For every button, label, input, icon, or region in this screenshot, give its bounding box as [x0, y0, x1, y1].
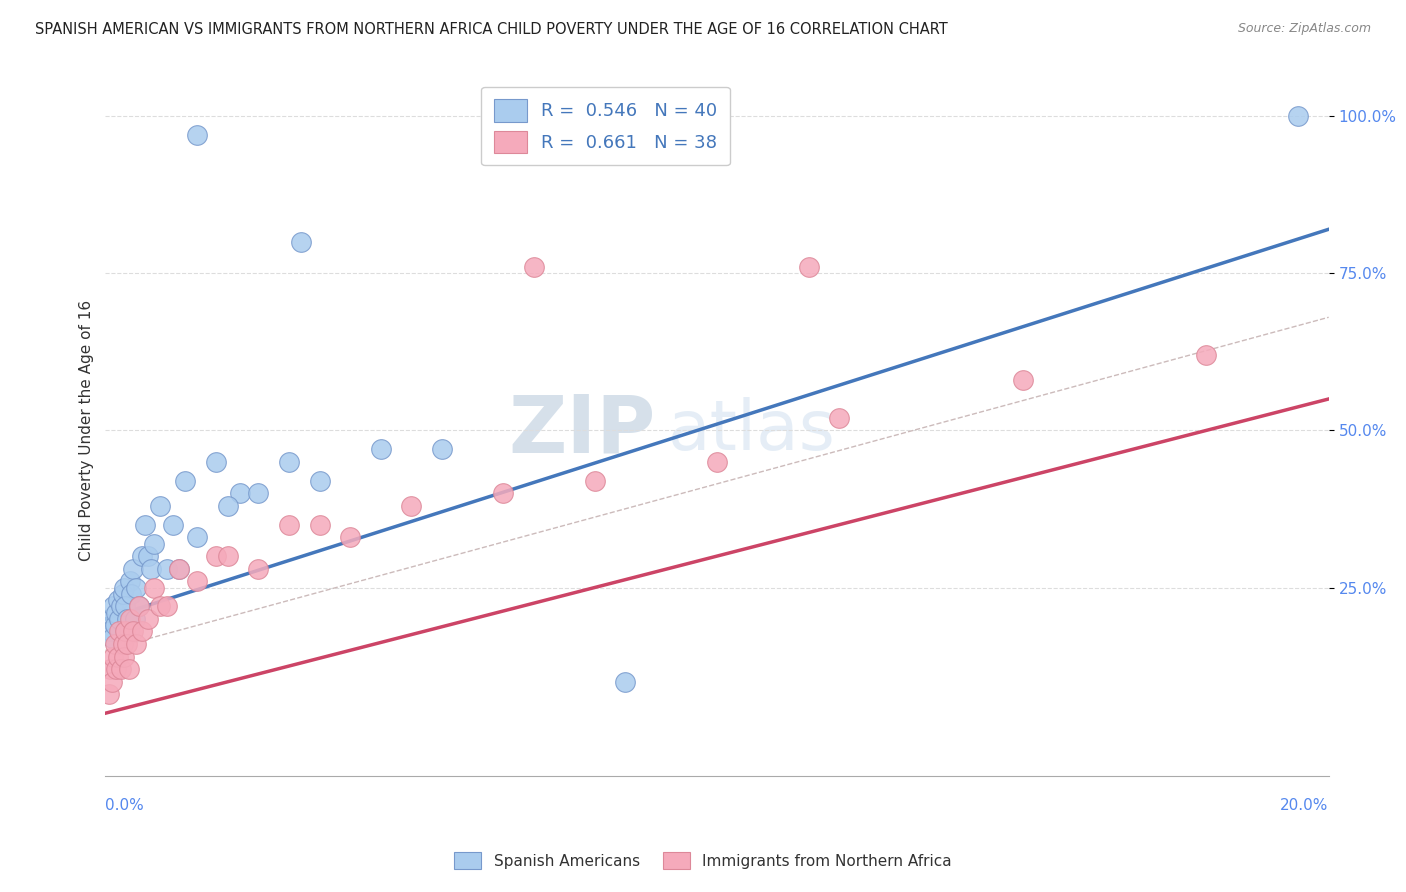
Point: [308, 517, 330, 532]
Point: [134, 517, 156, 532]
Legend: Spanish Americans, Immigrants from Northern Africa: Spanish Americans, Immigrants from North…: [449, 846, 957, 875]
Text: Source: ZipAtlas.com: Source: ZipAtlas.com: [1237, 22, 1371, 36]
Point: [1286, 109, 1309, 123]
Point: [308, 474, 330, 488]
Point: [110, 599, 132, 614]
Point: [278, 455, 301, 469]
Point: [115, 637, 138, 651]
Point: [155, 599, 177, 614]
Point: [104, 618, 127, 632]
Point: [204, 455, 226, 469]
Point: [122, 562, 145, 576]
Point: [149, 499, 172, 513]
Point: [217, 549, 239, 563]
Point: [141, 562, 163, 576]
Point: [136, 612, 159, 626]
Point: [174, 474, 197, 488]
Point: [370, 442, 392, 457]
Point: [155, 562, 177, 576]
Point: [136, 549, 159, 563]
Point: [118, 624, 141, 639]
Point: [125, 637, 148, 651]
Y-axis label: Child Poverty Under the Age of 16: Child Poverty Under the Age of 16: [79, 300, 94, 561]
Point: [97, 687, 120, 701]
Point: [101, 599, 124, 614]
Point: [122, 624, 145, 639]
Point: [131, 624, 153, 639]
Point: [128, 599, 150, 614]
Point: [149, 599, 172, 614]
Point: [162, 517, 184, 532]
Point: [247, 562, 270, 576]
Point: [797, 260, 820, 274]
Point: [186, 128, 208, 142]
Point: [101, 649, 124, 664]
Point: [100, 631, 122, 645]
Text: 20.0%: 20.0%: [1281, 798, 1329, 814]
Point: [104, 637, 127, 651]
Point: [430, 442, 453, 457]
Point: [98, 662, 121, 676]
Point: [523, 260, 546, 274]
Point: [1195, 348, 1218, 362]
Point: [118, 612, 141, 626]
Point: [112, 649, 135, 664]
Point: [111, 637, 134, 651]
Point: [107, 593, 129, 607]
Point: [120, 587, 142, 601]
Point: [290, 235, 312, 249]
Point: [492, 486, 515, 500]
Point: [100, 674, 122, 689]
Point: [399, 499, 422, 513]
Text: SPANISH AMERICAN VS IMMIGRANTS FROM NORTHERN AFRICA CHILD POVERTY UNDER THE AGE : SPANISH AMERICAN VS IMMIGRANTS FROM NORT…: [35, 22, 948, 37]
Point: [1012, 373, 1035, 387]
Point: [128, 599, 150, 614]
Point: [107, 649, 129, 664]
Point: [167, 562, 190, 576]
Point: [115, 612, 138, 626]
Point: [98, 624, 121, 639]
Point: [125, 581, 148, 595]
Point: [114, 624, 136, 639]
Point: [614, 674, 637, 689]
Point: [143, 536, 166, 550]
Point: [97, 612, 120, 626]
Point: [583, 474, 606, 488]
Point: [108, 612, 131, 626]
Point: [114, 599, 136, 614]
Point: [217, 499, 239, 513]
Point: [278, 517, 301, 532]
Point: [167, 562, 190, 576]
Text: atlas: atlas: [668, 397, 837, 464]
Point: [186, 574, 208, 589]
Point: [124, 612, 146, 626]
Point: [706, 455, 728, 469]
Point: [186, 530, 208, 544]
Point: [828, 410, 851, 425]
Point: [339, 530, 361, 544]
Point: [110, 662, 132, 676]
Point: [105, 662, 128, 676]
Legend: R =  0.546   N = 40, R =  0.661   N = 38: R = 0.546 N = 40, R = 0.661 N = 38: [481, 87, 730, 165]
Point: [108, 624, 131, 639]
Point: [118, 574, 141, 589]
Point: [131, 549, 153, 563]
Point: [112, 581, 135, 595]
Point: [143, 581, 166, 595]
Point: [111, 587, 134, 601]
Point: [204, 549, 226, 563]
Text: ZIP: ZIP: [509, 392, 655, 469]
Point: [118, 662, 141, 676]
Point: [229, 486, 252, 500]
Point: [105, 606, 128, 620]
Point: [247, 486, 270, 500]
Text: 0.0%: 0.0%: [105, 798, 145, 814]
